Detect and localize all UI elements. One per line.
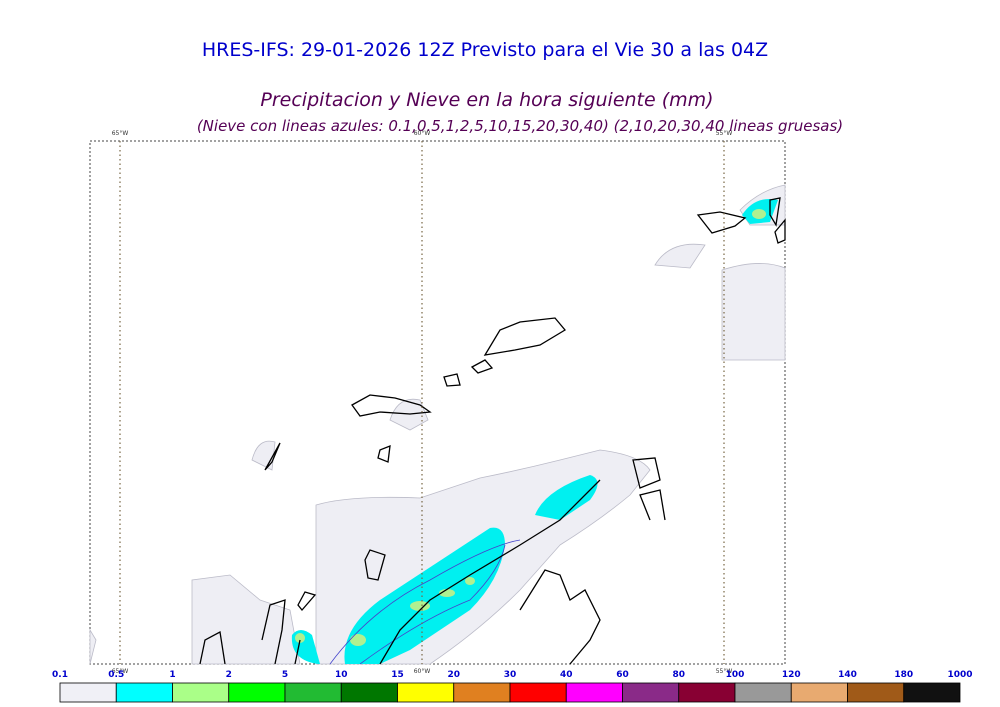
colorbar-swatch	[172, 682, 230, 703]
precip-spot	[752, 209, 766, 219]
colorbar-swatch	[565, 682, 623, 703]
meridian-label: 65°W	[112, 130, 129, 137]
colorbar-label: 1000	[947, 670, 972, 680]
colorbar-swatch	[509, 682, 567, 703]
coastline	[443, 317, 566, 387]
colorbar-swatch	[790, 682, 848, 703]
colorbar-swatch	[284, 682, 342, 703]
precip-area	[89, 628, 97, 665]
coastline	[379, 479, 601, 665]
coastline	[264, 394, 432, 471]
coastline	[199, 599, 301, 665]
coastline	[297, 549, 386, 612]
colorbar-label: 10	[335, 670, 348, 680]
colorbar-label: 120	[782, 670, 801, 680]
colorbar-label: 60	[616, 670, 629, 680]
meridian-label: 65°W	[112, 668, 129, 675]
precip-core	[535, 475, 598, 520]
map	[89, 140, 786, 665]
colorbar-label: 30	[504, 670, 517, 680]
coastline	[519, 489, 666, 665]
colorbar-swatch	[678, 682, 736, 703]
colorbar-swatch	[734, 682, 792, 703]
colorbar-swatch	[453, 682, 511, 703]
precip-spot	[350, 634, 366, 646]
colorbar-label: 15	[391, 670, 404, 680]
colorbar-label: 180	[894, 670, 913, 680]
meridian-label: 60°W	[414, 130, 431, 137]
precip-area	[654, 243, 706, 269]
subtitle: Precipitacion y Nieve en la hora siguien…	[260, 89, 713, 111]
precip-spot	[295, 633, 305, 643]
colorbar-label: 80	[672, 670, 685, 680]
colorbar-label: 0.1	[52, 670, 68, 680]
precip-spot	[439, 589, 455, 597]
colorbar-swatch	[397, 682, 455, 703]
colorbar-swatch	[847, 682, 905, 703]
colorbar-label: 0.5	[108, 670, 124, 680]
precip-area	[721, 263, 786, 361]
precip-core	[344, 527, 505, 664]
colorbar-swatch	[622, 682, 680, 703]
precip-spot	[410, 601, 430, 611]
title: HRES-IFS: 29-01-2026 12Z Previsto para e…	[202, 39, 768, 61]
meridian-label: 60°W	[414, 668, 431, 675]
colorbar-swatch	[115, 682, 173, 703]
note: (Nieve con lineas azules: 0.1,0.5,1,2,5,…	[197, 117, 843, 135]
precip-area	[191, 574, 301, 665]
colorbar-label: 1	[169, 670, 175, 680]
colorbar-label: 5	[282, 670, 288, 680]
colorbar-swatch	[228, 682, 286, 703]
colorbar-swatch	[340, 682, 398, 703]
meridian-label: 55°W	[716, 130, 733, 137]
colorbar-label: 140	[838, 670, 857, 680]
colorbar-label: 2	[226, 670, 232, 680]
colorbar-label: 20	[447, 670, 460, 680]
coastline	[632, 197, 786, 489]
precip-spot	[465, 577, 475, 585]
colorbar-label: 100	[726, 670, 745, 680]
colorbar-swatch	[59, 682, 117, 703]
snow-line	[329, 539, 521, 665]
colorbar-label: 40	[560, 670, 573, 680]
colorbar-swatch	[903, 682, 961, 703]
meridian-label: 55°W	[716, 668, 733, 675]
